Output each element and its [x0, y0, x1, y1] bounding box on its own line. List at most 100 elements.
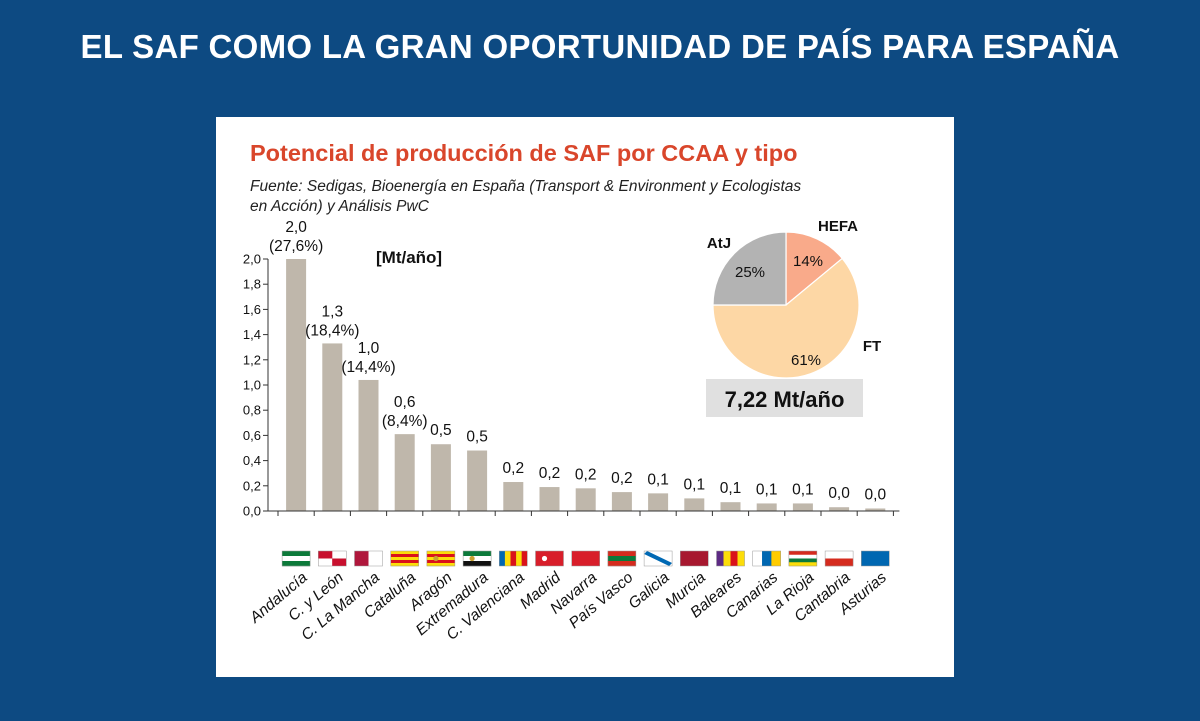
flag-border	[607, 550, 637, 567]
y-axis: 0,0 0,2 0,4 0,6 0,8 1,0 1,2 1,4 1,6 1,8 2,0	[243, 252, 269, 519]
flag-emblem	[541, 555, 548, 562]
pie-category-label: HEFA	[818, 218, 858, 235]
bar-value-label: 0,1	[720, 480, 742, 497]
flag-border	[824, 550, 854, 567]
flag-7	[499, 550, 528, 567]
flag-border	[390, 550, 419, 567]
flag-stripe	[426, 563, 455, 567]
flag-stripe	[723, 551, 731, 566]
flag-stripe	[607, 551, 636, 557]
flag-16	[824, 550, 854, 567]
flag-stripe	[390, 563, 419, 567]
bar-3	[358, 379, 379, 511]
flag-stripe	[426, 551, 455, 555]
pie-category-label: FT	[863, 338, 881, 355]
y-tick-label: 0,0	[243, 504, 261, 519]
flag-stripe	[825, 551, 854, 559]
flag-9	[571, 550, 600, 567]
flag-field	[861, 551, 890, 566]
chart-panel: Potencial de producción de SAF por CCAA …	[216, 117, 954, 677]
flag-border	[716, 550, 745, 567]
flag-stripe	[516, 551, 522, 566]
flag-stripe	[282, 561, 311, 567]
flag-1	[281, 550, 311, 567]
y-tick-label: 1,0	[243, 378, 261, 393]
flag-stripe	[788, 554, 817, 559]
bar-16	[829, 507, 850, 511]
chart-figure: Potencial de producción de SAF por CCAA …	[243, 140, 900, 644]
chart-source-line-1: Fuente: Sedigas, Bioenergía en España (T…	[250, 178, 801, 195]
pie-value-label: 61%	[791, 352, 821, 369]
flag-stripe	[499, 551, 506, 566]
flag-stripe	[390, 557, 419, 561]
flag-8	[535, 550, 564, 567]
flag-11	[643, 550, 673, 567]
bar-value-label: 1,3	[322, 303, 344, 320]
flag-stripe	[354, 551, 369, 566]
flag-stripe	[426, 557, 455, 561]
flag-border	[318, 550, 347, 567]
flag-border	[571, 550, 600, 567]
pie-slice-hefa	[785, 231, 844, 307]
flag-2	[318, 550, 347, 567]
flag-stripe	[788, 562, 817, 567]
bar-value-label: 0,0	[828, 485, 850, 502]
flag-stripe	[752, 551, 763, 566]
bar-value-label: 0,5	[430, 422, 452, 439]
bar-value-label: 0,6	[394, 394, 416, 411]
flag-border	[354, 550, 383, 567]
bar-5	[430, 444, 451, 511]
flag-border	[752, 550, 781, 567]
unit-label: [Mt/año]	[376, 248, 442, 267]
bar-share-label: (27,6%)	[269, 238, 323, 255]
y-tick-label: 2,0	[243, 252, 261, 267]
flag-border	[426, 550, 456, 567]
flag-stripe	[463, 551, 492, 557]
bar-8	[539, 487, 560, 511]
bar-17	[865, 508, 886, 511]
bar-value-label: 1,0	[358, 340, 380, 357]
flag-stripe	[730, 551, 738, 566]
bar-value-label: 0,1	[792, 481, 814, 498]
flag-10	[607, 550, 637, 567]
flag-stripe	[390, 560, 419, 564]
pie-category-label: AtJ	[707, 235, 731, 252]
bar-11	[648, 493, 669, 511]
y-tick-label: 1,2	[243, 352, 261, 367]
bar-share-label: (18,4%)	[305, 322, 359, 339]
flag-stripe	[737, 551, 745, 566]
y-tick-label: 1,4	[243, 327, 261, 342]
flag-border	[643, 550, 673, 567]
flag-stripe	[282, 551, 311, 557]
flag-stripe	[788, 558, 817, 563]
bar-13	[720, 502, 741, 511]
bar-15	[792, 503, 813, 511]
flag-stripe	[510, 551, 517, 566]
bar-12	[684, 498, 705, 511]
flag-quarter	[332, 551, 347, 559]
bar-14	[756, 503, 777, 511]
flag-stripe	[716, 551, 724, 566]
flag-stripe	[607, 561, 636, 567]
flag-12	[680, 550, 709, 567]
bar-value-label: 0,0	[865, 486, 887, 503]
flag-13	[716, 550, 745, 567]
flag-border	[535, 550, 564, 567]
flag-border	[281, 550, 311, 567]
bar-share-label: (14,4%)	[341, 359, 395, 376]
y-tick-label: 1,8	[243, 277, 261, 292]
flag-stripe	[504, 551, 511, 566]
flag-stripe	[390, 554, 419, 558]
y-tick-label: 1,6	[243, 302, 261, 317]
flag-14	[752, 550, 781, 567]
flag-stripe	[825, 558, 854, 567]
pie-slice-atj	[712, 231, 787, 306]
bar-value-label: 2,0	[285, 219, 307, 236]
bar-value-label: 0,1	[647, 471, 669, 488]
bar-10	[611, 492, 632, 511]
flag-border	[788, 550, 818, 567]
flag-quarter	[332, 558, 347, 566]
bar-7	[503, 482, 524, 511]
pie-chart: 14% HEFA 61% FT 25%AtJ	[707, 218, 881, 379]
